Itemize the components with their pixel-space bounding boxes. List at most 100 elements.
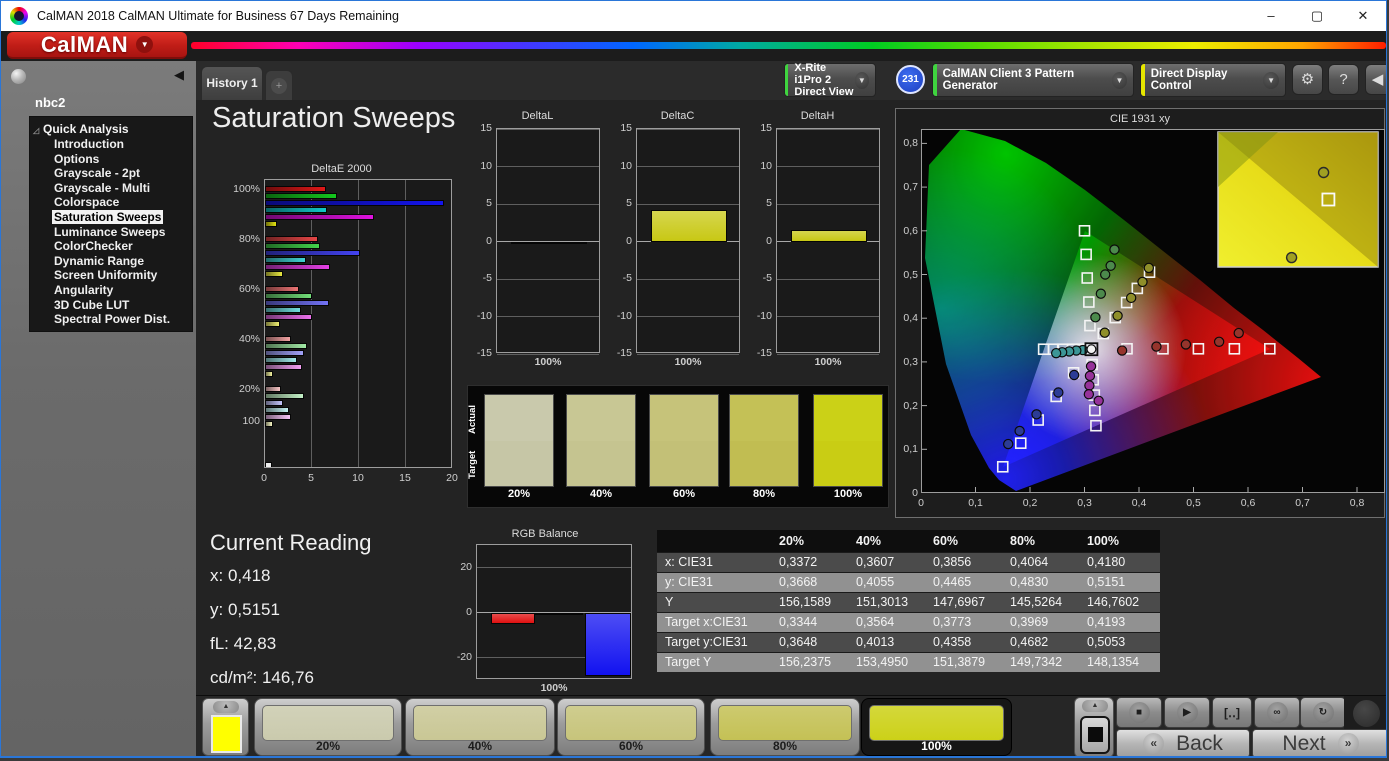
measured-dot-red: [1233, 327, 1244, 339]
deltae-bar-60%-Magenta: [265, 314, 312, 320]
sidebar-item-grayscale-multi[interactable]: Grayscale - Multi: [54, 180, 151, 195]
tab-history[interactable]: History 1: [201, 66, 263, 100]
x-tick-label: 10: [352, 472, 364, 484]
sidebar-item-options[interactable]: Options: [54, 151, 100, 166]
sidebar-collapse-icon[interactable]: ◀: [174, 67, 184, 82]
chart-title: DeltaC: [660, 110, 695, 122]
pattern-tile-60%[interactable]: 60%: [557, 698, 705, 756]
app-icon: [10, 7, 28, 25]
group-label: 60%: [238, 283, 260, 295]
deltae-bar-80%-Magenta: [265, 264, 330, 270]
target-square-blue: [1014, 437, 1027, 449]
deltae-bar-100%-Blue: [265, 200, 444, 206]
sidebar-item-saturation-sweeps[interactable]: Saturation Sweeps: [52, 209, 164, 224]
read-series-button[interactable]: [‥]: [1212, 697, 1252, 728]
deltaC-plot: [636, 128, 740, 355]
y-tick-label: 0,5: [903, 268, 918, 281]
target-swatch-60%: [650, 440, 718, 486]
panel-collapse-button[interactable]: ◀: [1365, 64, 1386, 95]
calman-menu-button[interactable]: CalMAN ▼: [7, 32, 187, 59]
inset-measured-dot: [1285, 251, 1298, 264]
table-row: x: CIE31 0,3372 0,3607 0,3856 0,4064 0,4180: [657, 551, 1160, 572]
gridline: [777, 128, 879, 130]
pattern-mini-swatch: [211, 715, 242, 753]
pattern-mini-tile[interactable]: ▲: [202, 698, 249, 756]
pattern-swatch-20%: [262, 705, 394, 741]
sphere-icon[interactable]: [11, 69, 26, 84]
y-tick-label: -5: [622, 272, 632, 284]
sidebar-item-dynamic-range[interactable]: Dynamic Range: [54, 253, 145, 268]
pattern-source-label: CalMAN Client 3 Pattern Generator: [942, 68, 1075, 92]
y-tick-label: 5: [626, 197, 632, 209]
meter-badge[interactable]: 231: [896, 65, 925, 94]
y-tick-label: 0,1: [903, 443, 918, 456]
table-header: 100%: [1083, 530, 1160, 552]
deltal-chart: DeltaL 15 10 5 0 -5 -10 -15 100%: [470, 110, 605, 370]
sidebar-item-quick-analysis[interactable]: ◿ Quick Analysis: [33, 122, 129, 136]
sidebar-item-introduction[interactable]: Introduction: [54, 137, 124, 151]
continuous-read-button[interactable]: ∞: [1254, 697, 1300, 728]
stop-pattern-icon: [1080, 716, 1110, 754]
pattern-tile-40%[interactable]: 40%: [405, 698, 555, 756]
deltaC-bar-DeltaC: [651, 210, 727, 242]
chevron-up-icon[interactable]: ▲: [1082, 700, 1108, 712]
pattern-tile-label: 20%: [315, 739, 341, 753]
pattern-tile-label: 80%: [772, 739, 798, 753]
sidebar-item-screen-uniformity[interactable]: Screen Uniformity: [54, 268, 158, 283]
maximize-button[interactable]: ▢: [1310, 8, 1324, 23]
chevron-up-icon[interactable]: ▲: [213, 701, 239, 713]
table-row: Target x:CIE31 0,3344 0,3564 0,3773 0,3969 0,…: [657, 611, 1160, 632]
help-button[interactable]: ?: [1328, 64, 1359, 95]
chevron-down-icon: ▼: [1111, 71, 1127, 89]
play-button[interactable]: ▶: [1164, 697, 1210, 728]
sidebar-item-luminance-sweeps[interactable]: Luminance Sweeps: [54, 224, 166, 239]
next-button[interactable]: Next »: [1252, 729, 1386, 756]
display-control-button[interactable]: Direct Display Control ▼: [1140, 63, 1286, 97]
minimize-button[interactable]: –: [1267, 8, 1275, 23]
pattern-tile-100%[interactable]: 100%: [861, 698, 1012, 756]
analysis-tree: ◿ Quick Analysis Introduction Options Gray…: [29, 116, 193, 332]
y-tick-label: 0: [626, 234, 632, 247]
meter-line1: X-Rite i1Pro 2: [794, 62, 832, 86]
pattern-window-button[interactable]: ▲: [1074, 697, 1114, 756]
sidebar-item-colorchecker[interactable]: ColorChecker: [54, 239, 133, 254]
pattern-tile-20%[interactable]: 20%: [254, 698, 402, 756]
measured-dot-magenta: [1083, 389, 1095, 400]
sidebar-item-colorspace[interactable]: Colorspace: [54, 195, 120, 210]
meter-button[interactable]: X-Rite i1Pro 2 Direct View ▼: [784, 62, 876, 98]
target-square-magenta: [1090, 419, 1102, 432]
target-swatch-20%: [485, 440, 553, 486]
sidebar-item-angularity[interactable]: Angularity: [54, 282, 114, 297]
reading-cdm2: cd/m²: 146,76: [210, 668, 314, 687]
inset-target-square: [1321, 192, 1336, 207]
chevron-left-icon: ◀: [1371, 71, 1384, 88]
sidebar-item-spectral-power-dist-[interactable]: Spectral Power Dist.: [54, 312, 171, 327]
add-tab-button[interactable]: +: [265, 70, 293, 100]
stop-button[interactable]: ■: [1116, 697, 1162, 728]
settings-button[interactable]: ⚙: [1292, 64, 1323, 95]
sidebar-item-3d-cube-lut[interactable]: 3D Cube LUT: [54, 297, 130, 312]
deltae-bar-100-Red: [265, 462, 272, 467]
y-tick-label: 0: [466, 605, 472, 618]
pattern-tile-80%[interactable]: 80%: [710, 698, 860, 756]
x-tick-label: 5: [308, 472, 314, 484]
deltae-bar-60%-Yellow: [265, 321, 281, 327]
pattern-source-button[interactable]: CalMAN Client 3 Pattern Generator ▼: [932, 63, 1134, 97]
close-button[interactable]: ✕: [1357, 8, 1369, 23]
pattern-swatch-80%: [718, 705, 852, 741]
stop-icon: ■: [1128, 702, 1150, 723]
sidebar-item-grayscale-2pt[interactable]: Grayscale - 2pt: [54, 166, 141, 181]
table-header: 40%: [852, 530, 929, 552]
chart-title: DeltaH: [800, 110, 835, 122]
deltae-bar-40%-Cyan: [265, 357, 297, 363]
deltae-bar-100%-Magenta: [265, 214, 375, 220]
deltae-bar-20%-Green: [265, 393, 305, 399]
chevron-down-icon: ▼: [1263, 71, 1279, 89]
tree-expander-icon[interactable]: ◿: [33, 126, 40, 135]
y-tick-label: 0,4: [903, 312, 918, 325]
deltac-chart: DeltaC 15 10 5 0 -5 -10 -15 100%: [610, 110, 745, 370]
gridline: [497, 353, 599, 355]
deltae-bar-60%-Red: [265, 286, 299, 292]
back-button[interactable]: « Back: [1116, 729, 1250, 756]
refresh-button[interactable]: ↻: [1300, 697, 1346, 728]
